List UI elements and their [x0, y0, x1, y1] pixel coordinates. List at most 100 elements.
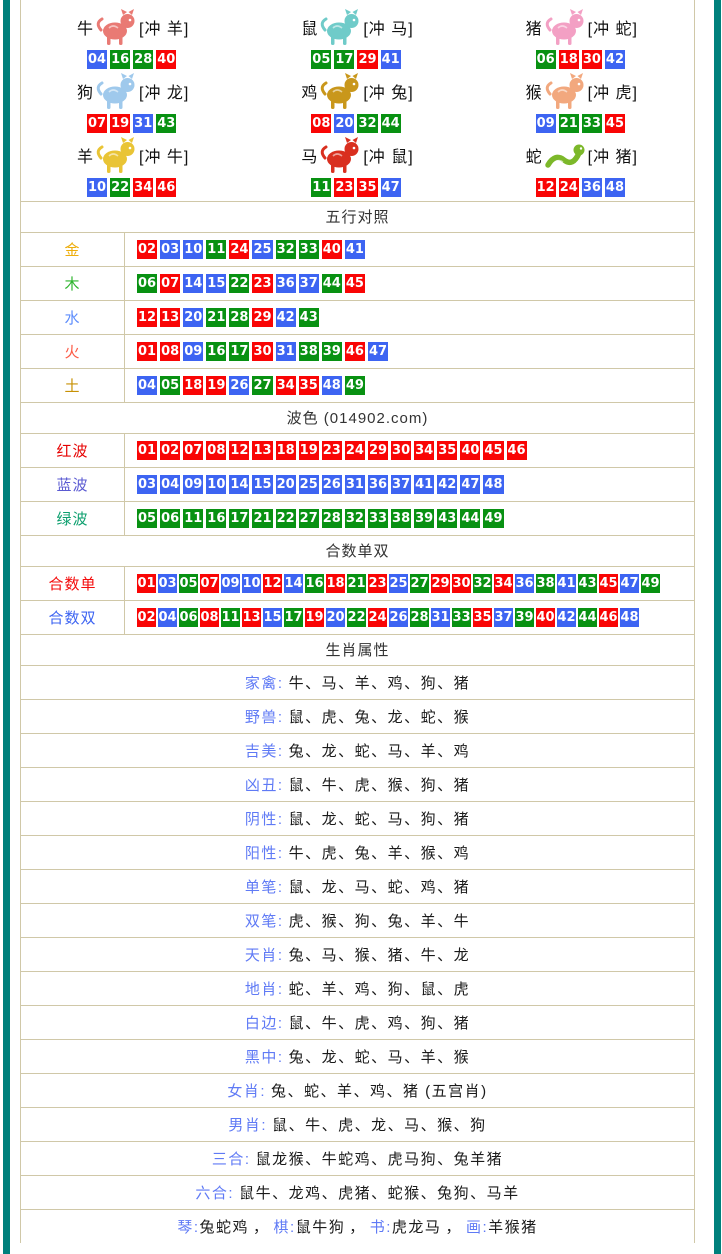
footer-value: 羊猴猪: [488, 1219, 538, 1236]
footer-value: 兔蛇鸡: [199, 1219, 250, 1236]
number-badge: 01: [137, 441, 158, 460]
rooster-icon: [318, 71, 362, 111]
wave-row: 绿波 05 06 11 16 17 21 22 27 28 32 33 38 39 43 44 49: [21, 501, 694, 535]
dog-icon: [94, 71, 138, 111]
number-badge: 17: [284, 608, 303, 627]
number-badge: 22: [110, 178, 131, 197]
attribute-value: 鼠、牛、虎、猴、狗、猪: [288, 777, 471, 794]
attribute-label: 凶丑:: [244, 777, 284, 794]
number-badge: 33: [452, 608, 471, 627]
number-badge: 45: [344, 274, 365, 293]
zodiac-reference-table: 牛 [冲 羊] 04 16 28 40 鼠 [冲 马] 05 17 29 41 猪 [冲 蛇] 06 18 30…: [20, 0, 695, 1243]
number-badge: 34: [133, 178, 154, 197]
number-badge: 07: [183, 441, 204, 460]
sum-parity-row: 合数单 01 03 05 07 09 10 12 14 16 18 21 23 25 27 29 30 32 34 3…: [21, 566, 694, 600]
attribute-rows: 家禽: 牛、马、羊、鸡、狗、猪 野兽: 鼠、虎、兔、龙、蛇、猴 吉美: 兔、龙、蛇、马、羊…: [21, 665, 694, 1243]
number-badge: 15: [252, 475, 273, 494]
zodiac-name-line: 猪 [冲 蛇]: [470, 6, 694, 48]
number-badge: 47: [367, 342, 389, 361]
number-badge: 32: [357, 114, 378, 133]
number-badge: 10: [242, 574, 261, 593]
zodiac-clash-label: [冲 猪]: [587, 149, 638, 166]
attribute-label: 阴性:: [244, 811, 284, 828]
number-badge: 01: [137, 342, 158, 361]
attribute-row: 吉美: 兔、龙、蛇、马、羊、鸡: [21, 733, 694, 767]
zodiac-name-line: 鼠 [冲 马]: [245, 6, 469, 48]
number-badge: 48: [483, 475, 504, 494]
number-badge: 05: [179, 574, 198, 593]
row-label: 木: [21, 267, 125, 300]
number-badge: 19: [305, 608, 324, 627]
attribute-row: 女肖: 兔、蛇、羊、鸡、猪 (五宫肖): [21, 1073, 694, 1107]
section-header-five-elements: 五行对照: [21, 201, 694, 232]
attribute-value: 兔、蛇、羊、鸡、猪 (五宫肖): [271, 1083, 488, 1100]
attribute-row: 阳性: 牛、虎、兔、羊、猴、鸡: [21, 835, 694, 869]
number-badge: 44: [380, 114, 401, 133]
number-badge: 11: [221, 608, 240, 627]
number-badge: 20: [183, 308, 204, 327]
number-badge: 37: [494, 608, 513, 627]
number-badge: 09: [535, 114, 556, 133]
number-badge: 08: [311, 114, 332, 133]
number-badge: 24: [558, 178, 579, 197]
zodiac-clash-label: [冲 马]: [363, 21, 414, 38]
zodiac-cell-horse: 马 [冲 鼠] 11 23 35 47: [245, 134, 469, 198]
zodiac-cell-dog: 狗 [冲 龙] 07 19 31 43: [21, 70, 245, 134]
attribute-row: 阴性: 鼠、龙、蛇、马、狗、猪: [21, 801, 694, 835]
number-badge: 09: [183, 475, 204, 494]
number-badge: 18: [183, 376, 204, 395]
number-badge: 48: [604, 178, 625, 197]
section-header-sum-parity: 合数单双: [21, 535, 694, 566]
number-badge: 22: [275, 509, 296, 528]
number-badge: 13: [242, 608, 261, 627]
number-badge: 31: [344, 475, 365, 494]
five-element-row: 土 04 05 18 19 26 27 34 35 48 49: [21, 368, 694, 402]
number-badge: 44: [321, 274, 342, 293]
row-numbers: 02 03 10 11 24 25 32 33 40 41: [125, 233, 694, 266]
zodiac-numbers: 10 22 34 46: [21, 178, 245, 197]
zodiac-numbers: 05 17 29 41: [245, 50, 469, 69]
number-badge: 23: [252, 274, 273, 293]
number-badge: 22: [347, 608, 366, 627]
row-label: 红波: [21, 434, 125, 467]
row-label: 绿波: [21, 502, 125, 535]
zodiac-name: 狗: [76, 85, 93, 102]
attribute-label: 野兽:: [244, 709, 284, 726]
row-label: 土: [21, 369, 125, 402]
number-badge: 08: [200, 608, 219, 627]
row-label: 蓝波: [21, 468, 125, 501]
attribute-label: 男肖:: [228, 1117, 268, 1134]
number-badge: 34: [414, 441, 435, 460]
number-badge: 40: [156, 50, 177, 69]
number-badge: 10: [183, 240, 204, 259]
attribute-value: 鼠龙猴、牛蛇鸡、虎马狗、兔羊猪: [255, 1151, 504, 1168]
number-badge: 07: [160, 274, 181, 293]
number-badge: 39: [414, 509, 435, 528]
zodiac-cell-snake: 蛇 [冲 猪] 12 24 36 48: [470, 134, 694, 198]
footer-separator: ，: [253, 1219, 270, 1236]
attribute-value: 牛、马、羊、鸡、狗、猪: [288, 675, 471, 692]
attribute-row: 男肖: 鼠、牛、虎、龙、马、猴、狗: [21, 1107, 694, 1141]
zodiac-name: 马: [301, 149, 318, 166]
number-badge: 49: [483, 509, 504, 528]
zodiac-name-line: 鸡 [冲 兔]: [245, 70, 469, 112]
zodiac-name: 鼠: [301, 21, 318, 38]
row-numbers: 02 04 06 08 11 13 15 17 19 20 22 24 26 28 31 33 35 37 39 40…: [125, 601, 694, 634]
number-badge: 05: [160, 376, 181, 395]
zodiac-name: 牛: [76, 21, 93, 38]
row-numbers: 01 08 09 16 17 30 31 38 39 46 47: [125, 335, 694, 368]
number-badge: 11: [206, 240, 227, 259]
attribute-label: 女肖:: [227, 1083, 266, 1100]
attribute-value: 鼠、牛、虎、鸡、狗、猪: [288, 1015, 471, 1032]
zodiac-numbers: 09 21 33 45: [470, 114, 694, 133]
number-badge: 16: [206, 342, 227, 361]
number-badge: 25: [252, 240, 273, 259]
row-label: 合数单: [21, 567, 125, 600]
attribute-label: 阳性:: [244, 845, 284, 862]
attribute-label: 吉美:: [244, 743, 284, 760]
zodiac-numbers: 06 18 30 42: [470, 50, 694, 69]
attribute-value: 兔、龙、蛇、马、羊、鸡: [288, 743, 471, 760]
zodiac-clash-label: [冲 牛]: [139, 149, 190, 166]
number-badge: 26: [229, 376, 250, 395]
number-badge: 31: [133, 114, 154, 133]
